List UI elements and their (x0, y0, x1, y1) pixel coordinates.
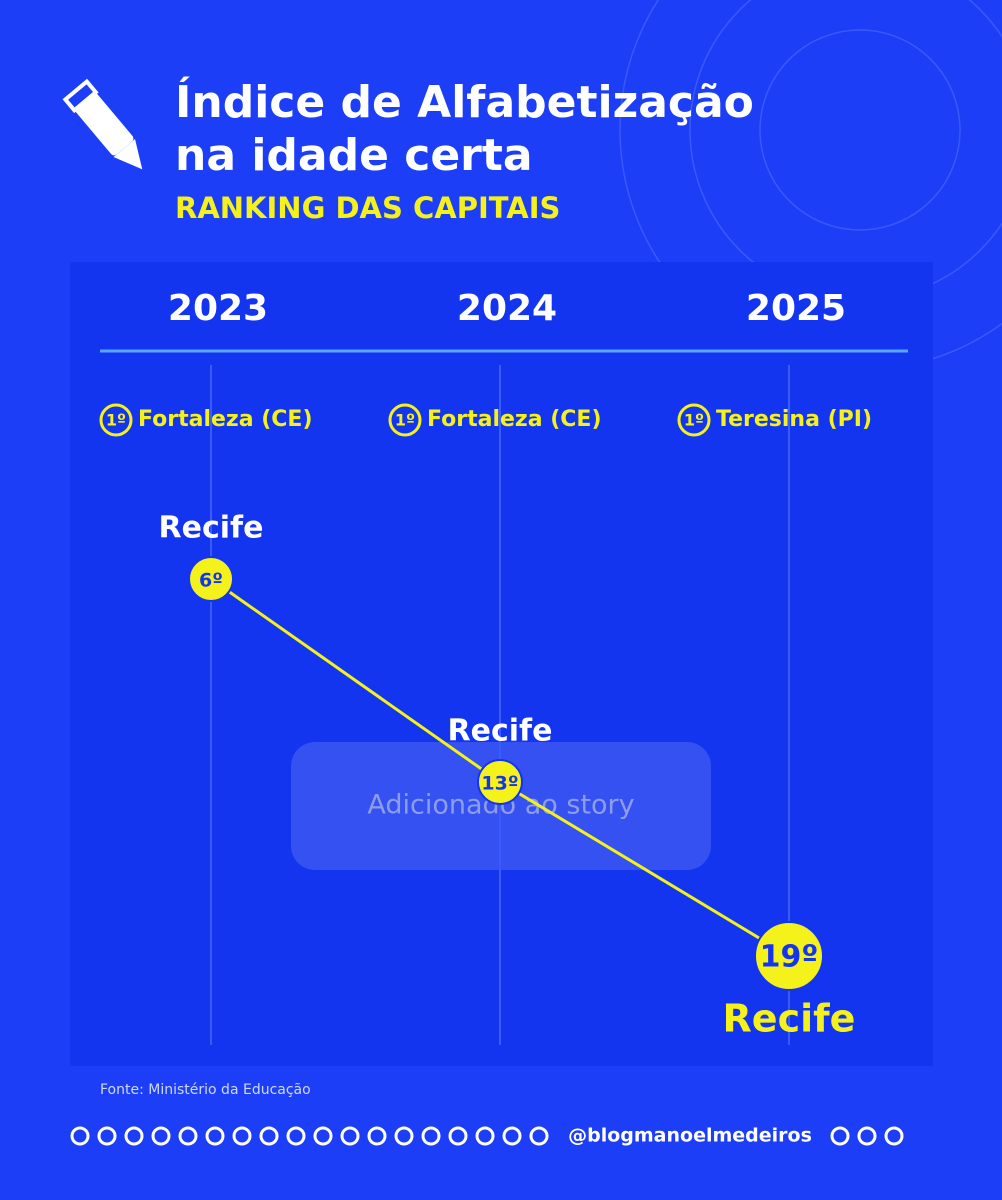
footer-dot (448, 1126, 468, 1146)
point (754, 921, 824, 991)
footer-dot (151, 1126, 171, 1146)
footer-dot (857, 1126, 877, 1146)
series-name: Recife (159, 511, 264, 546)
leader-rank: 1º (395, 411, 415, 430)
footer-dot (529, 1126, 549, 1146)
leader-rank: 1º (684, 411, 704, 430)
footer-dot (313, 1126, 333, 1146)
point (188, 556, 234, 602)
subtitle: RANKING DAS CAPITAIS (175, 191, 560, 225)
series-name: Recife (448, 714, 553, 749)
point (477, 759, 523, 805)
footer-dot (70, 1126, 90, 1146)
footer-dot (502, 1126, 522, 1146)
footer-dot (205, 1126, 225, 1146)
leader-rank: 1º (106, 411, 126, 430)
leader-name: Fortaleza (CE) (138, 407, 313, 432)
footer-dot (232, 1126, 252, 1146)
series-name: Recife (723, 997, 856, 1041)
handle: @blogmanoelmedeiros (568, 1125, 812, 1147)
title-line: na idade certa (175, 130, 533, 181)
pencil-icon (62, 78, 143, 170)
footer-dot (475, 1126, 495, 1146)
x-tick-label: 2025 (746, 288, 846, 329)
source: Fonte: Ministério da Educação (100, 1082, 311, 1098)
footer-dot (97, 1126, 117, 1146)
footer-dot (178, 1126, 198, 1146)
leader-badge (99, 403, 133, 437)
footer-dot (259, 1126, 279, 1146)
leader-name: Fortaleza (CE) (427, 407, 602, 432)
leader-badge (677, 403, 711, 437)
leader-name: Teresina (PI) (716, 407, 872, 432)
footer-dot (421, 1126, 441, 1146)
value-label: 6º (199, 570, 223, 592)
footer-dot (367, 1126, 387, 1146)
footer-dot (286, 1126, 306, 1146)
footer-dot (884, 1126, 904, 1146)
x-tick-label: 2023 (168, 288, 268, 329)
value-label: 19º (760, 940, 819, 975)
footer-dot (394, 1126, 414, 1146)
x-tick-label: 2024 (457, 288, 557, 329)
value-label: 13º (481, 773, 518, 795)
title-line: Índice de Alfabetização (175, 75, 754, 128)
footer-dot (830, 1126, 850, 1146)
footer-dot (340, 1126, 360, 1146)
leader-badge (388, 403, 422, 437)
footer-dot (124, 1126, 144, 1146)
